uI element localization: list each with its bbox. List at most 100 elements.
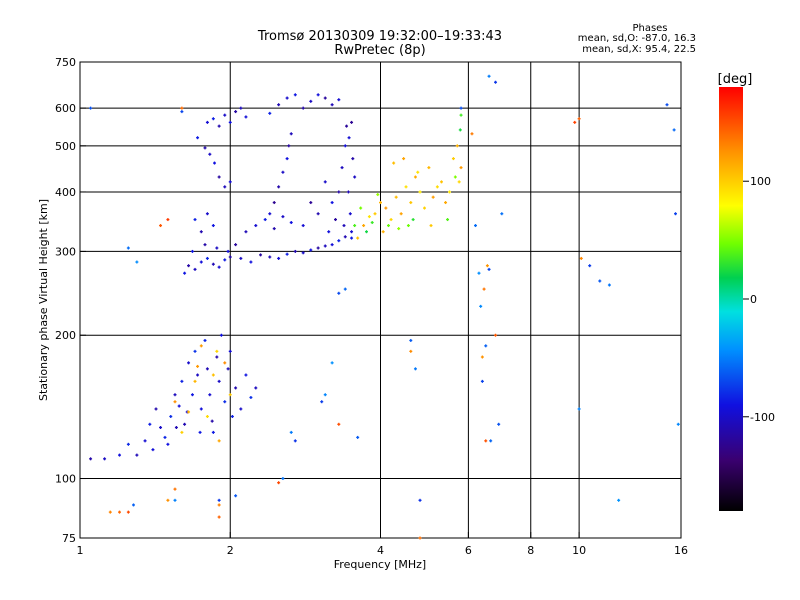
data-point bbox=[409, 338, 413, 342]
data-point bbox=[399, 212, 403, 216]
y-tick-label: 200 bbox=[55, 329, 76, 342]
data-point bbox=[159, 425, 163, 429]
y-tick-label: 750 bbox=[55, 56, 76, 69]
data-point bbox=[173, 498, 177, 502]
data-point bbox=[356, 435, 360, 439]
data-point bbox=[389, 218, 393, 222]
data-point bbox=[210, 419, 214, 423]
data-point bbox=[577, 117, 581, 121]
data-point bbox=[239, 106, 243, 110]
data-point bbox=[196, 364, 200, 368]
data-point bbox=[199, 407, 203, 411]
data-point bbox=[223, 185, 227, 189]
data-point bbox=[320, 400, 324, 404]
data-point bbox=[381, 230, 385, 234]
data-point bbox=[173, 400, 177, 404]
data-point bbox=[211, 373, 215, 377]
data-point bbox=[244, 115, 248, 119]
colorbar-tick-label: 100 bbox=[750, 175, 771, 188]
data-point bbox=[440, 180, 444, 184]
data-point bbox=[118, 453, 122, 457]
data-point bbox=[323, 180, 327, 184]
data-point bbox=[289, 132, 293, 136]
data-point bbox=[211, 430, 215, 434]
data-point bbox=[301, 251, 305, 255]
data-point bbox=[350, 230, 354, 234]
data-point bbox=[333, 218, 337, 222]
data-point bbox=[293, 439, 297, 443]
data-point bbox=[89, 457, 93, 461]
data-point bbox=[588, 264, 592, 268]
data-points bbox=[89, 74, 680, 540]
data-point bbox=[285, 96, 289, 100]
data-point bbox=[151, 448, 155, 452]
data-point bbox=[187, 264, 191, 268]
y-tick-label: 100 bbox=[55, 473, 76, 486]
data-point bbox=[217, 498, 221, 502]
data-point bbox=[351, 157, 355, 161]
data-point bbox=[272, 227, 276, 231]
data-point bbox=[268, 212, 272, 216]
chart-subtitle: RwPretec (8p) bbox=[334, 43, 425, 58]
data-point bbox=[343, 144, 347, 148]
y-axis-ticks: 75 100 200 300 400 500 600 750 bbox=[55, 56, 86, 545]
data-point bbox=[323, 244, 327, 248]
data-point bbox=[346, 190, 350, 194]
data-point bbox=[470, 132, 474, 136]
x-tick-label: 2 bbox=[227, 544, 234, 557]
data-point bbox=[676, 422, 680, 426]
data-point bbox=[579, 256, 583, 260]
data-point bbox=[135, 453, 139, 457]
data-point bbox=[345, 124, 349, 128]
phase-stats-heading: Phases bbox=[632, 23, 667, 34]
data-point bbox=[573, 120, 577, 124]
y-tick-label: 500 bbox=[55, 140, 76, 153]
data-point bbox=[259, 253, 263, 257]
data-point bbox=[487, 74, 491, 78]
data-point bbox=[159, 224, 163, 228]
data-point bbox=[228, 349, 232, 353]
data-point bbox=[457, 180, 461, 184]
data-point bbox=[223, 400, 227, 404]
data-point bbox=[429, 224, 433, 228]
data-point bbox=[289, 221, 293, 225]
data-point bbox=[323, 393, 327, 397]
data-point bbox=[409, 201, 413, 205]
data-point bbox=[285, 252, 289, 256]
data-point bbox=[249, 260, 253, 264]
data-point bbox=[239, 407, 243, 411]
data-point bbox=[293, 249, 297, 253]
data-point bbox=[370, 221, 374, 225]
data-point bbox=[494, 80, 498, 84]
data-point bbox=[379, 201, 382, 205]
data-point bbox=[353, 175, 357, 179]
x-axis-label: Frequency [MHz] bbox=[334, 558, 426, 571]
data-point bbox=[203, 146, 207, 150]
data-point bbox=[473, 224, 477, 228]
data-point bbox=[327, 230, 331, 234]
data-point bbox=[154, 407, 158, 411]
data-point bbox=[205, 256, 209, 260]
data-point bbox=[166, 442, 170, 446]
data-point bbox=[217, 175, 221, 179]
data-point bbox=[404, 185, 408, 189]
data-point bbox=[617, 498, 621, 502]
data-point bbox=[350, 236, 354, 240]
data-point bbox=[215, 349, 219, 353]
data-point bbox=[268, 255, 272, 259]
data-point bbox=[406, 224, 410, 228]
data-point bbox=[413, 367, 417, 371]
data-point bbox=[353, 224, 357, 228]
data-point bbox=[268, 111, 272, 115]
data-point bbox=[480, 379, 484, 383]
data-point bbox=[228, 120, 232, 124]
y-tick-label: 400 bbox=[55, 186, 76, 199]
data-point bbox=[340, 166, 344, 170]
y-tick-label: 300 bbox=[55, 245, 76, 258]
data-point bbox=[665, 103, 669, 107]
data-point bbox=[330, 201, 334, 205]
data-point bbox=[451, 157, 455, 161]
data-point bbox=[211, 262, 215, 266]
data-point bbox=[223, 361, 227, 365]
data-point bbox=[132, 503, 136, 507]
